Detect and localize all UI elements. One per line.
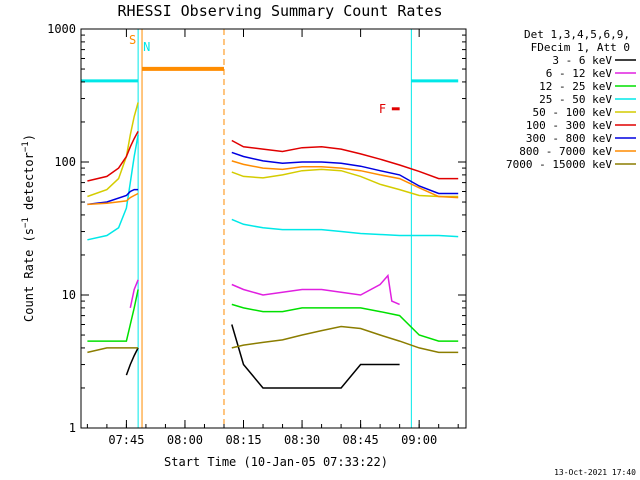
y-tick-label-3: 1000 bbox=[47, 22, 76, 36]
legend-label-6: 300 - 800 keV bbox=[526, 132, 612, 145]
y-axis-ticks: 1 10 100 1000 bbox=[47, 22, 466, 435]
x-tick-label-4: 08:45 bbox=[343, 433, 379, 447]
x-tick-label-3: 08:30 bbox=[284, 433, 320, 447]
y-axis-label: Count Rate (s−1 detector−1) bbox=[21, 134, 36, 322]
series-line-0-segment-0 bbox=[125, 347, 139, 376]
series-line-8-segment-0 bbox=[87, 347, 139, 354]
plot-area: S N F bbox=[80, 28, 467, 429]
legend-label-0: 3 - 6 keV bbox=[552, 54, 612, 67]
y-tick-label-1: 10 bbox=[62, 288, 76, 302]
series-line-5-segment-0 bbox=[87, 131, 139, 182]
series-line-3-segment-0 bbox=[87, 134, 139, 241]
x-axis-label: Start Time (10-Jan-05 07:33:22) bbox=[164, 455, 388, 469]
series-line-4-segment-1 bbox=[231, 168, 459, 198]
legend-header-1: FDecim 1, Att 0 bbox=[531, 41, 630, 54]
plot-frame bbox=[80, 28, 467, 429]
legend-label-2: 12 - 25 keV bbox=[539, 80, 612, 93]
series-line-0-segment-1 bbox=[231, 324, 400, 389]
legend-label-3: 25 - 50 keV bbox=[539, 93, 612, 106]
x-tick-label-0: 07:45 bbox=[108, 433, 144, 447]
y-axis-label-prefix: Count Rate (s bbox=[22, 228, 36, 322]
y-axis-label-mid: detector bbox=[22, 152, 36, 217]
series-line-7-segment-0 bbox=[87, 192, 139, 206]
legend-label-1: 6 - 12 keV bbox=[546, 67, 613, 80]
y-axis-label-sup2: −1 bbox=[21, 141, 31, 152]
series-line-6-segment-1 bbox=[231, 151, 459, 195]
series-line-7-segment-1 bbox=[231, 160, 459, 199]
night-label: N bbox=[143, 40, 150, 54]
chart-title: RHESSI Observing Summary Count Rates bbox=[117, 2, 442, 20]
series-line-2-segment-1 bbox=[231, 303, 459, 342]
series-line-5-segment-1 bbox=[231, 139, 459, 180]
flare-label: F bbox=[379, 102, 386, 116]
y-axis-label-suffix: ) bbox=[22, 134, 36, 141]
series-line-6-segment-0 bbox=[87, 188, 139, 206]
timestamp: 13-Oct-2021 17:40 bbox=[554, 468, 636, 477]
series-line-2-segment-0 bbox=[87, 289, 139, 342]
legend-label-4: 50 - 100 keV bbox=[533, 106, 613, 119]
x-tick-label-5: 09:00 bbox=[401, 433, 437, 447]
y-tick-label-2: 100 bbox=[54, 155, 76, 169]
legend-label-5: 100 - 300 keV bbox=[526, 119, 612, 132]
x-tick-label-2: 08:15 bbox=[225, 433, 261, 447]
legend-label-8: 7000 - 15000 keV bbox=[506, 158, 612, 171]
series-line-1-segment-1 bbox=[231, 273, 400, 306]
x-tick-label-1: 08:00 bbox=[167, 433, 203, 447]
y-axis-label-sup1: −1 bbox=[21, 217, 31, 228]
y-tick-label-0: 1 bbox=[69, 421, 76, 435]
legend: Det 1,3,4,5,6,9,FDecim 1, Att 03 - 6 keV… bbox=[506, 28, 636, 171]
x-axis-ticks: 07:45 08:00 08:15 08:30 08:45 09:00 bbox=[86, 29, 459, 447]
series-line-1-segment-0 bbox=[129, 279, 139, 309]
series-line-8-segment-1 bbox=[231, 325, 459, 354]
series-line-3-segment-1 bbox=[231, 218, 459, 238]
legend-header-0: Det 1,3,4,5,6,9, bbox=[524, 28, 630, 41]
saa-label: S bbox=[129, 33, 136, 47]
legend-label-7: 800 - 7000 keV bbox=[519, 145, 612, 158]
